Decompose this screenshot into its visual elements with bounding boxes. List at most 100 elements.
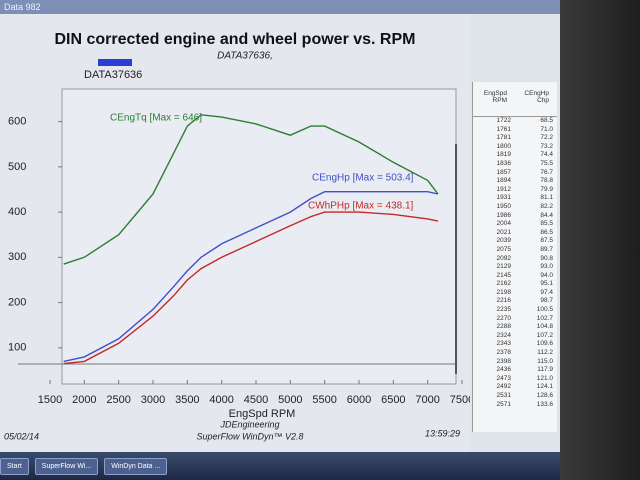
header-cell: CEngHp Chp xyxy=(515,90,557,116)
table-cell: 100.5 xyxy=(536,306,553,314)
table-cell: 79.9 xyxy=(540,185,553,193)
table-cell: 84.4 xyxy=(540,211,553,219)
table-row: 1800 73.2 xyxy=(473,143,557,152)
table-row: 2436 117.9 xyxy=(473,366,557,375)
table-cell: 104.8 xyxy=(536,323,553,331)
table-cell: 87.5 xyxy=(540,237,553,245)
y-tick-label: 500 xyxy=(8,161,26,173)
table-cell: 68.5 xyxy=(540,117,553,124)
legend-swatch xyxy=(98,59,132,66)
y-tick-label: 400 xyxy=(8,206,26,218)
table-cell: 75.5 xyxy=(540,159,553,167)
series-line xyxy=(63,114,439,265)
table-row: 2162 95.1 xyxy=(473,280,557,289)
chart: DIN corrected engine and wheel power vs.… xyxy=(0,14,470,454)
table-cell: 2324 xyxy=(496,331,511,339)
table-cell: 2198 xyxy=(496,288,511,296)
table-row: 2145 94.0 xyxy=(473,272,557,281)
table-row: 1836 75.5 xyxy=(473,160,557,169)
table-cell: 97.4 xyxy=(540,288,553,296)
x-tick-label: 7000 xyxy=(415,394,439,406)
table-row: 2398 115.0 xyxy=(473,358,557,367)
table-cell: 90.8 xyxy=(540,254,553,262)
table-cell: 1986 xyxy=(496,211,511,219)
table-cell: 2343 xyxy=(496,340,511,348)
series-label: CEngTq [Max = 646] xyxy=(110,113,202,124)
x-tick-label: 5500 xyxy=(312,394,336,406)
header-text: CEngHp xyxy=(524,90,549,97)
x-tick-label: 4000 xyxy=(209,394,233,406)
taskbar-app[interactable]: WinDyn Data ... xyxy=(104,457,168,475)
table-cell: 71.0 xyxy=(540,125,553,133)
series-label: CEngHp [Max = 503.4] xyxy=(312,173,414,184)
table-cell: 133.6 xyxy=(536,400,553,408)
table-cell: 124.1 xyxy=(536,383,553,391)
table-cell: 2531 xyxy=(496,392,511,399)
x-axis-label: EngSpd RPM xyxy=(229,408,296,420)
table-row: 2198 97.4 xyxy=(473,289,557,298)
table-cell: 115.0 xyxy=(537,357,553,365)
table-cell: 2270 xyxy=(496,314,511,322)
series-line xyxy=(63,191,439,363)
table-row: 2075 89.7 xyxy=(473,246,557,255)
table-cell: 102.7 xyxy=(536,314,553,322)
table-row: 1986 84.4 xyxy=(473,212,557,221)
x-tick-label: 3500 xyxy=(175,394,199,406)
table-cell: 2398 xyxy=(496,357,511,365)
table-cell: 1761 xyxy=(496,125,511,133)
y-tick-label: 600 xyxy=(8,116,26,128)
table-cell: 2235 xyxy=(496,306,511,314)
start-button[interactable]: Start xyxy=(0,457,29,475)
taskbar: Start SuperFlow Wi... WinDyn Data ... xyxy=(0,452,560,480)
plot-area xyxy=(61,88,457,385)
series-label: CWhPHp [Max = 438.1] xyxy=(308,201,414,212)
table-cell: 95.1 xyxy=(540,280,553,288)
table-row: 2270 102.7 xyxy=(473,315,557,324)
table-cell: 81.1 xyxy=(540,194,553,202)
window-title: Data 982 xyxy=(0,0,560,14)
x-tick-label: 5000 xyxy=(278,394,302,406)
x-tick-label: 2000 xyxy=(72,394,96,406)
table-cell: 1781 xyxy=(496,134,511,142)
table-row: 2092 90.8 xyxy=(473,255,557,264)
table-row: 1950 82.2 xyxy=(473,203,557,212)
table-cell: 2436 xyxy=(496,366,511,374)
table-cell: 2021 xyxy=(496,228,511,236)
table-cell: 2129 xyxy=(496,263,511,271)
table-cell: 109.6 xyxy=(536,340,553,348)
table-row: 2473 121.0 xyxy=(473,375,557,384)
y-tick-label: 300 xyxy=(8,251,26,263)
table-cell: 93.0 xyxy=(540,263,553,271)
series-line xyxy=(63,211,439,365)
table-row: 2021 86.5 xyxy=(473,229,557,238)
table-cell: 2378 xyxy=(496,349,511,357)
table-cell: 86.5 xyxy=(540,228,553,236)
table-cell: 1950 xyxy=(496,202,511,210)
footer-company: JDEngineering xyxy=(219,419,279,429)
monitor-bezel xyxy=(560,0,640,480)
table-cell: 2092 xyxy=(496,254,511,262)
table-cell: 2145 xyxy=(496,271,511,279)
footer-date: 05/02/14 xyxy=(4,431,39,441)
table-cell: 2004 xyxy=(496,220,511,228)
chart-subtitle: DATA37636, xyxy=(217,51,273,62)
screen: Data 982 DIN corrected engine and wheel … xyxy=(0,0,560,458)
data-table: EngSpd RPM CEngHp Chp 1722 68.5 1761 71.0 1781 72… xyxy=(472,82,557,432)
table-row: 2235 100.5 xyxy=(473,306,557,315)
header-cell: EngSpd RPM xyxy=(473,90,515,116)
table-cell: 74.4 xyxy=(540,151,553,159)
table-cell: 1819 xyxy=(496,151,511,159)
table-row: 2531 128.6 xyxy=(473,392,557,401)
footer-software: SuperFlow WinDyn™ V2.8 xyxy=(197,431,304,441)
table-cell: 82.2 xyxy=(540,202,553,210)
x-tick-label: 1500 xyxy=(38,394,62,406)
table-row: 1819 74.4 xyxy=(473,151,557,160)
table-cell: 1931 xyxy=(496,194,511,202)
taskbar-app[interactable]: SuperFlow Wi... xyxy=(34,457,99,475)
header-text: Chp xyxy=(537,97,549,104)
table-cell: 2288 xyxy=(496,323,511,331)
header-text: RPM xyxy=(492,97,507,104)
x-tick-label: 7500 xyxy=(450,394,470,406)
table-row: 1894 78.8 xyxy=(473,177,557,186)
